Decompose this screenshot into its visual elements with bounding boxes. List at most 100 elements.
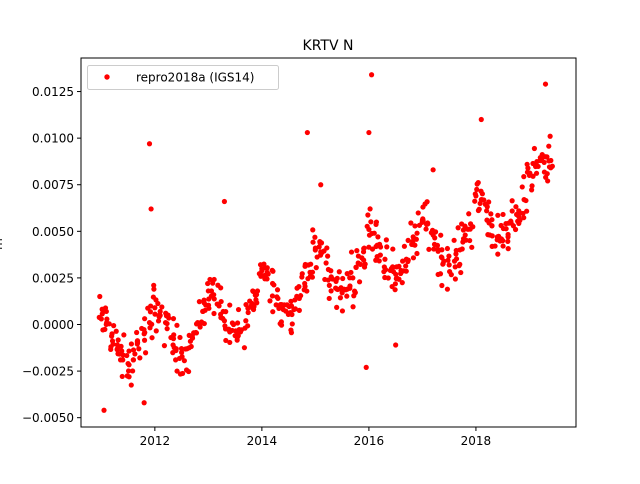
data-point (170, 316, 177, 322)
data-point (188, 343, 194, 350)
y-axis-ticks: −0.0050 −0.0025 0.0000 0.0025 0.0050 0.0075 0.… (22, 85, 81, 425)
data-point (141, 337, 148, 343)
data-point (208, 288, 215, 294)
data-point (453, 256, 460, 262)
data-point (136, 346, 142, 352)
data-point (142, 316, 148, 322)
data-point (193, 321, 200, 327)
data-point (118, 343, 124, 349)
data-point-outlier (101, 407, 107, 413)
data-point (137, 355, 143, 361)
data-point (119, 348, 125, 354)
data-point (176, 355, 183, 362)
data-point (328, 274, 334, 280)
data-point (488, 211, 494, 217)
data-point (296, 307, 302, 313)
data-point (362, 261, 368, 267)
legend-label: repro2018a (IGS14) (136, 71, 254, 85)
data-point (472, 191, 478, 197)
x-tick-label: 2018 (461, 434, 492, 448)
data-point (193, 329, 199, 336)
data-point (149, 335, 155, 341)
y-tick-label: −0.0025 (22, 365, 74, 379)
data-point (205, 280, 211, 287)
data-point (111, 323, 117, 329)
data-point (423, 226, 429, 232)
data-point (438, 254, 444, 260)
data-point (177, 334, 183, 341)
data-point (155, 300, 161, 307)
data-point (289, 321, 295, 327)
data-point-outlier (148, 206, 154, 212)
data-point (392, 287, 398, 293)
data-point (548, 165, 554, 171)
data-point (151, 282, 157, 288)
data-point-outlier (141, 400, 147, 406)
data-point (147, 309, 154, 315)
data-point (364, 223, 370, 229)
chart-title: KRTV N (303, 38, 354, 54)
data-point-outlier (478, 116, 484, 123)
data-point (535, 163, 541, 170)
data-point (420, 216, 426, 222)
data-point (489, 217, 495, 223)
data-point (106, 321, 112, 327)
data-point (423, 221, 430, 227)
data-point (103, 308, 109, 315)
data-point (99, 311, 105, 317)
data-point (340, 275, 346, 282)
data-point (269, 267, 275, 273)
data-point (432, 235, 438, 241)
data-point (210, 280, 216, 286)
data-point (252, 292, 258, 298)
data-point (525, 165, 531, 171)
data-point (274, 294, 280, 300)
data-point (333, 278, 339, 284)
data-point (152, 305, 158, 311)
data-point (337, 295, 344, 301)
data-point (546, 143, 552, 149)
data-point (323, 260, 329, 266)
data-point (124, 373, 130, 379)
data-point (119, 373, 125, 380)
data-point (220, 308, 226, 315)
data-point (126, 348, 132, 354)
data-point (338, 286, 344, 292)
data-point (547, 133, 553, 139)
data-point (301, 287, 307, 293)
data-point (132, 351, 138, 357)
data-point (398, 270, 404, 277)
data-point (367, 206, 373, 212)
data-point (529, 187, 535, 193)
data-point (262, 272, 268, 278)
data-point (521, 174, 527, 180)
x-tick-label: 2016 (354, 434, 385, 448)
data-point (271, 282, 277, 288)
data-point (405, 237, 411, 243)
data-point (500, 243, 506, 249)
data-point (415, 210, 421, 216)
y-tick-label: 0.0100 (32, 132, 74, 146)
data-point (439, 247, 445, 253)
y-tick-label: −0.0050 (22, 411, 74, 425)
data-point (211, 310, 217, 317)
data-point (241, 345, 248, 351)
data-point (537, 155, 544, 161)
data-point (126, 362, 132, 368)
data-point (530, 173, 536, 179)
data-point (368, 219, 374, 225)
data-point (201, 320, 207, 327)
data-point (466, 211, 472, 217)
data-point (308, 261, 314, 267)
x-axis-ticks: 2012 2014 2016 2018 (140, 427, 492, 448)
data-point-outlier (430, 167, 436, 173)
plot-area (80, 57, 577, 428)
data-point (403, 263, 409, 269)
data-point (187, 338, 193, 344)
data-point (333, 285, 339, 291)
data-point-outlier (393, 342, 399, 348)
data-point (108, 344, 114, 350)
data-point (151, 286, 157, 292)
data-point (153, 328, 159, 334)
